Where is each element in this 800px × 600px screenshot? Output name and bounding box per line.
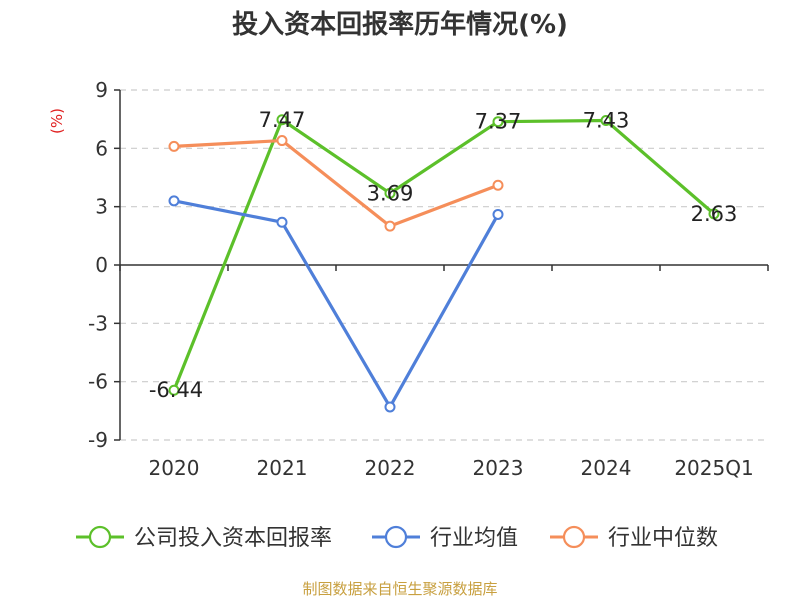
data-label-0: -6.44 <box>149 378 203 402</box>
axis-layer: 9 6 3 0 -3 -6 -9 2020 2021 2022 2023 2024 2025Q1 <box>88 78 769 480</box>
chart-title: 投入资本回报率历年情况(%) <box>232 10 568 40</box>
y-tick-label-5: -6 <box>88 370 108 394</box>
data-label-2: 3.69 <box>367 181 414 205</box>
x-tick-label-3: 2023 <box>473 456 524 480</box>
series-0-point-1 <box>276 114 288 126</box>
series-line-0 <box>172 118 716 391</box>
legend-marker-0 <box>88 525 112 549</box>
data-source-note: 制图数据来自恒生聚源数据库 <box>302 580 498 598</box>
x-tick-label-1: 2021 <box>257 456 308 480</box>
series-1-point-1 <box>276 216 288 228</box>
x-tick-label-2: 2022 <box>365 456 416 480</box>
y-tick-label-0: 9 <box>95 78 108 102</box>
series-0-point-5 <box>708 208 720 220</box>
series-0-point-4 <box>600 115 612 127</box>
legend-label-1: 行业均值 <box>430 526 518 551</box>
series-2-point-0 <box>168 140 180 152</box>
series-line-1 <box>173 199 500 409</box>
legend-label-2: 行业中位数 <box>608 526 718 551</box>
data-label-1: 7.47 <box>259 108 306 132</box>
series-0-point-0 <box>168 384 180 396</box>
series-line-2 <box>173 138 499 228</box>
x-tick-label-0: 2020 <box>149 456 200 480</box>
series-1-point-3 <box>492 208 504 220</box>
series-2-point-1 <box>276 135 288 147</box>
legend-marker-1 <box>384 525 408 549</box>
x-tick-label-5: 2025Q1 <box>674 456 753 480</box>
series-2-point-3 <box>492 179 504 191</box>
y-tick-label-3: 0 <box>95 253 108 277</box>
y-tick-label-4: -3 <box>88 311 108 335</box>
series-1-point-2 <box>384 401 396 413</box>
series-0-point-2 <box>384 187 396 199</box>
data-label-3: 7.37 <box>475 110 522 134</box>
series-0-point-3 <box>492 116 504 128</box>
series-1-point-0 <box>168 195 180 207</box>
legend-label-0: 公司投入资本回报率 <box>134 526 332 551</box>
x-tick-label-4: 2024 <box>581 456 632 480</box>
y-tick-label-2: 3 <box>95 195 108 219</box>
data-label-4: 7.43 <box>583 109 630 133</box>
series-layer <box>168 114 720 413</box>
y-tick-label-6: -9 <box>88 428 108 452</box>
label-layer: -6.44 7.47 3.69 7.37 7.43 2.63 <box>149 108 738 402</box>
y-tick-label-1: 6 <box>95 136 108 160</box>
data-label-5: 2.63 <box>691 202 738 226</box>
legend: 公司投入资本回报率 行业均值 行业中位数 <box>76 525 718 551</box>
series-2-point-2 <box>384 220 396 232</box>
legend-marker-2 <box>562 525 586 549</box>
